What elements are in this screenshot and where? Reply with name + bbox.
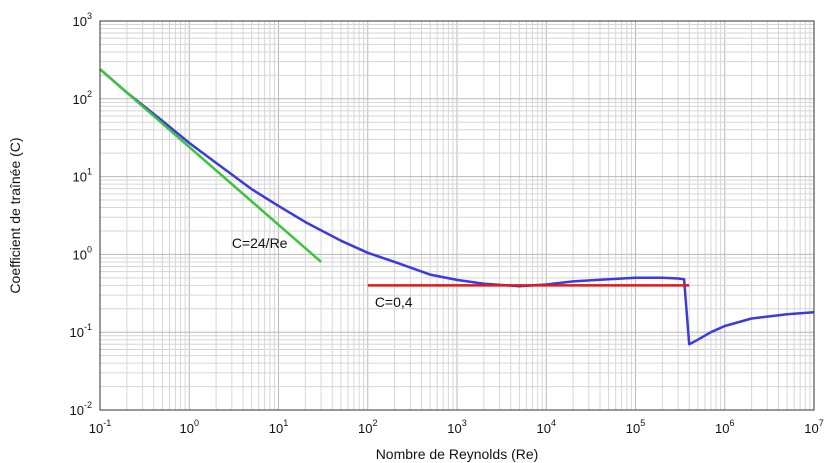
x-tick-label: 103 — [447, 418, 466, 436]
y-tick-label: 10-2 — [70, 400, 92, 418]
y-tick-label: 100 — [73, 244, 92, 262]
plot-area — [99, 68, 815, 346]
annotation-label: C=0,4 — [375, 294, 413, 310]
x-tick-label: 106 — [715, 418, 734, 436]
grid — [100, 21, 814, 410]
x-tick-label: 100 — [180, 418, 199, 436]
x-tick-label: 102 — [358, 418, 377, 436]
x-tick-label: 10-1 — [89, 418, 111, 436]
y-tick-label: 102 — [73, 89, 92, 107]
y-axis-ticks: 10-2 10-1 100 101 102 103 — [70, 11, 92, 418]
x-axis-label: Nombre de Reynolds (Re) — [376, 446, 539, 462]
series-line-2 — [99, 68, 322, 263]
y-axis-label: Coefficient de traînée (C) — [7, 137, 23, 293]
annotations: C=24/Re C=0,4 — [232, 235, 413, 310]
x-tick-label: 101 — [269, 418, 288, 436]
y-tick-label: 10-1 — [70, 322, 92, 340]
x-tick-label: 104 — [537, 418, 556, 436]
annotation-label: C=24/Re — [232, 235, 288, 251]
y-tick-label: 103 — [73, 11, 92, 29]
plot-frame — [99, 20, 815, 411]
x-tick-label: 107 — [804, 418, 823, 436]
y-tick-label: 101 — [73, 167, 92, 185]
x-tick-label: 105 — [626, 418, 645, 436]
x-axis-ticks: 10-1 100 101 102 103 104 105 106 107 — [89, 418, 824, 436]
